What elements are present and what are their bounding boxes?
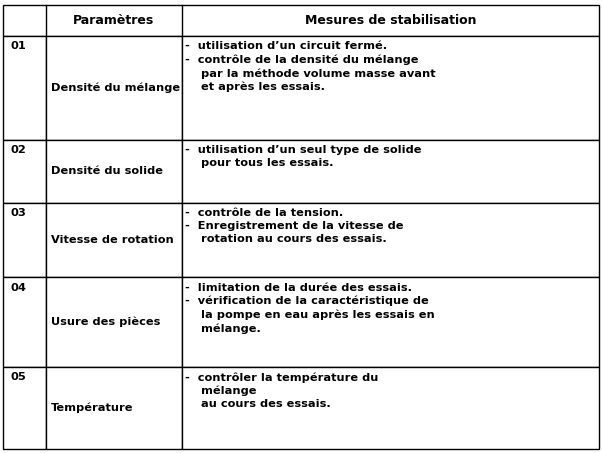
Text: -  utilisation d’un circuit fermé.
-  contrôle de la densité du mélange
    par : - utilisation d’un circuit fermé. - cont… <box>185 41 435 92</box>
Text: Densité du mélange: Densité du mélange <box>51 82 180 93</box>
Text: Vitesse de rotation: Vitesse de rotation <box>51 235 173 245</box>
Text: Paramètres: Paramètres <box>73 14 155 27</box>
Text: 05: 05 <box>11 372 26 382</box>
Text: 04: 04 <box>11 283 26 293</box>
Text: Usure des pièces: Usure des pièces <box>51 317 160 327</box>
Bar <box>3 36 46 140</box>
Text: -  contrôler la température du
    mélange
    au cours des essais.: - contrôler la température du mélange au… <box>185 372 378 410</box>
Bar <box>3 140 46 202</box>
Bar <box>46 140 182 202</box>
Bar <box>46 36 182 140</box>
Text: Température: Température <box>51 403 133 413</box>
Bar <box>182 140 599 202</box>
Bar <box>182 202 599 277</box>
Bar <box>46 202 182 277</box>
Bar <box>3 5 599 36</box>
Text: 02: 02 <box>11 145 26 155</box>
Bar <box>46 367 182 449</box>
Text: -  utilisation d’un seul type de solide
    pour tous les essais.: - utilisation d’un seul type de solide p… <box>185 145 421 168</box>
Bar <box>3 277 46 367</box>
Bar <box>182 367 599 449</box>
Text: 01: 01 <box>11 41 26 51</box>
Bar <box>3 367 46 449</box>
Text: 03: 03 <box>11 208 26 218</box>
Text: -  limitation de la durée des essais.
-  vérification de la caractéristique de
 : - limitation de la durée des essais. - v… <box>185 283 435 334</box>
Bar <box>46 277 182 367</box>
Text: Densité du solide: Densité du solide <box>51 166 163 176</box>
Bar <box>182 277 599 367</box>
Text: -  contrôle de la tension.
-  Enregistrement de la vitesse de
    rotation au co: - contrôle de la tension. - Enregistreme… <box>185 208 403 244</box>
Bar <box>182 36 599 140</box>
Text: Mesures de stabilisation: Mesures de stabilisation <box>305 14 476 27</box>
Bar <box>3 202 46 277</box>
